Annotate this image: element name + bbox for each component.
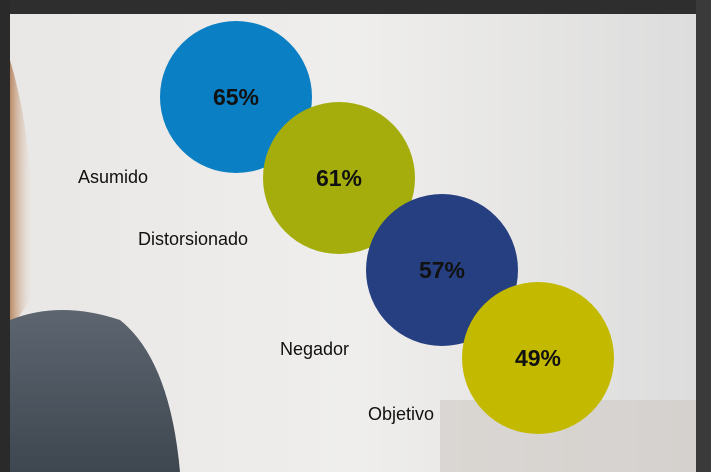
left-frame (0, 0, 10, 472)
right-frame (696, 0, 711, 472)
category-label: Objetivo (368, 404, 434, 424)
bubble (462, 282, 614, 434)
background-hair (10, 60, 33, 330)
category-label: Negador (280, 339, 349, 359)
value-label: 65% (213, 84, 259, 110)
value-label: 61% (316, 165, 362, 191)
value-label: 57% (419, 257, 465, 283)
bubble (263, 102, 415, 254)
top-frame (0, 0, 711, 14)
bubble (366, 194, 518, 346)
background-shirt (10, 310, 180, 472)
category-label: Asumido (78, 167, 148, 187)
value-label: 49% (515, 345, 561, 371)
category-label: Distorsionado (138, 229, 248, 249)
bubble (160, 21, 312, 173)
